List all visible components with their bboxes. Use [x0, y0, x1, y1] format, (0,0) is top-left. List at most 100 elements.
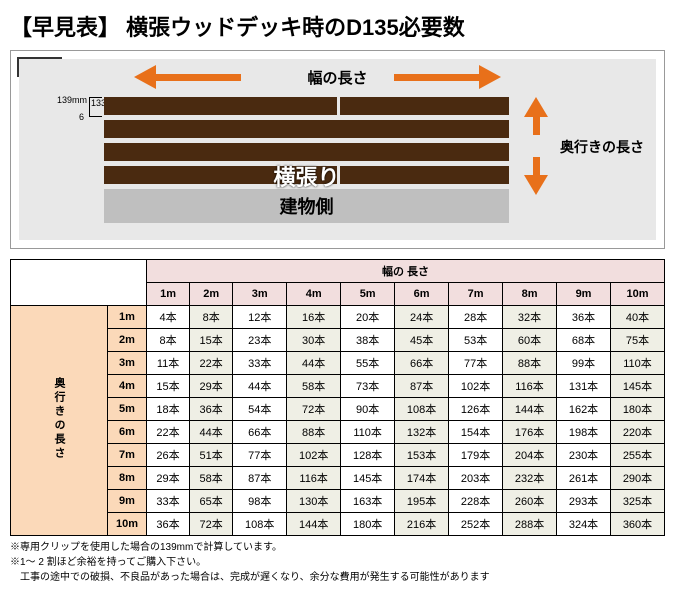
data-cell: 126本 — [449, 398, 503, 421]
data-cell: 73本 — [341, 375, 395, 398]
data-cell: 290本 — [611, 467, 665, 490]
data-cell: 58本 — [190, 467, 233, 490]
data-cell: 36本 — [147, 513, 190, 536]
data-cell: 28本 — [449, 306, 503, 329]
data-cell: 22本 — [147, 421, 190, 444]
data-cell: 102本 — [287, 444, 341, 467]
data-cell: 36本 — [557, 306, 611, 329]
data-cell: 55本 — [341, 352, 395, 375]
data-cell: 58本 — [287, 375, 341, 398]
data-cell: 110本 — [341, 421, 395, 444]
data-cell: 24本 — [395, 306, 449, 329]
data-cell: 8本 — [190, 306, 233, 329]
data-cell: 154本 — [449, 421, 503, 444]
data-cell: 195本 — [395, 490, 449, 513]
data-cell: 153本 — [395, 444, 449, 467]
data-cell: 108本 — [233, 513, 287, 536]
data-cell: 325本 — [611, 490, 665, 513]
data-cell: 220本 — [611, 421, 665, 444]
note-1: ※専用クリップを使用した場合の139mmで計算しています。 — [10, 540, 665, 555]
building-label: 建物側 — [104, 189, 509, 223]
row-header: 10m — [108, 513, 147, 536]
dim-6: 6 — [79, 112, 84, 122]
data-cell: 228本 — [449, 490, 503, 513]
data-cell: 176本 — [503, 421, 557, 444]
data-cell: 255本 — [611, 444, 665, 467]
note-2: ※1～ 2 割ほど余裕を持ってご購入下さい。 — [10, 555, 665, 570]
data-cell: 88本 — [503, 352, 557, 375]
data-cell: 36本 — [190, 398, 233, 421]
data-cell: 15本 — [190, 329, 233, 352]
data-cell: 232本 — [503, 467, 557, 490]
data-cell: 87本 — [233, 467, 287, 490]
data-cell: 32本 — [503, 306, 557, 329]
data-cell: 23本 — [233, 329, 287, 352]
data-cell: 29本 — [147, 467, 190, 490]
data-cell: 12本 — [233, 306, 287, 329]
data-cell: 11本 — [147, 352, 190, 375]
col-header: 7m — [449, 283, 503, 306]
data-cell: 20本 — [341, 306, 395, 329]
col-header: 3m — [233, 283, 287, 306]
row-header: 5m — [108, 398, 147, 421]
data-cell: 324本 — [557, 513, 611, 536]
data-cell: 174本 — [395, 467, 449, 490]
data-cell: 51本 — [190, 444, 233, 467]
data-cell: 30本 — [287, 329, 341, 352]
width-label: 幅の長さ — [307, 67, 367, 88]
data-cell: 53本 — [449, 329, 503, 352]
data-cell: 130本 — [287, 490, 341, 513]
col-header: 2m — [190, 283, 233, 306]
data-cell: 163本 — [341, 490, 395, 513]
depth-label: 奥行きの長さ — [560, 137, 644, 157]
depth-header: 奥行きの長さ — [11, 306, 108, 536]
data-cell: 44本 — [233, 375, 287, 398]
data-cell: 65本 — [190, 490, 233, 513]
data-cell: 98本 — [233, 490, 287, 513]
data-cell: 66本 — [395, 352, 449, 375]
data-cell: 22本 — [190, 352, 233, 375]
data-cell: 26本 — [147, 444, 190, 467]
data-cell: 54本 — [233, 398, 287, 421]
data-cell: 29本 — [190, 375, 233, 398]
data-cell: 180本 — [341, 513, 395, 536]
row-header: 6m — [108, 421, 147, 444]
board-layout: 横張り 建物側 — [104, 97, 509, 223]
data-cell: 162本 — [557, 398, 611, 421]
data-cell: 90本 — [341, 398, 395, 421]
data-cell: 144本 — [287, 513, 341, 536]
page-title: 【早見表】 横張ウッドデッキ時のD135必要数 — [10, 10, 665, 42]
col-header: 6m — [395, 283, 449, 306]
row-header: 8m — [108, 467, 147, 490]
data-cell: 60本 — [503, 329, 557, 352]
data-cell: 198本 — [557, 421, 611, 444]
corner-cell — [11, 260, 147, 306]
notes: ※専用クリップを使用した場合の139mmで計算しています。 ※1～ 2 割ほど余… — [10, 540, 665, 585]
col-header: 4m — [287, 283, 341, 306]
data-cell: 15本 — [147, 375, 190, 398]
data-cell: 38本 — [341, 329, 395, 352]
data-cell: 203本 — [449, 467, 503, 490]
data-cell: 145本 — [611, 375, 665, 398]
data-cell: 144本 — [503, 398, 557, 421]
dim-139: 139mm — [57, 95, 87, 105]
width-header: 幅の 長さ — [147, 260, 665, 283]
data-cell: 33本 — [147, 490, 190, 513]
data-cell: 16本 — [287, 306, 341, 329]
data-cell: 116本 — [503, 375, 557, 398]
row-header: 7m — [108, 444, 147, 467]
data-cell: 99本 — [557, 352, 611, 375]
row-header: 3m — [108, 352, 147, 375]
data-cell: 45本 — [395, 329, 449, 352]
data-cell: 110本 — [611, 352, 665, 375]
data-cell: 230本 — [557, 444, 611, 467]
row-header: 9m — [108, 490, 147, 513]
diagram-inner: 幅の長さ 奥行きの長さ 139mm 6 133 横張り 建物側 — [19, 59, 656, 240]
row-header: 2m — [108, 329, 147, 352]
arrow-left-icon — [134, 65, 241, 89]
data-cell: 216本 — [395, 513, 449, 536]
col-header: 8m — [503, 283, 557, 306]
data-cell: 180本 — [611, 398, 665, 421]
data-cell: 204本 — [503, 444, 557, 467]
data-cell: 293本 — [557, 490, 611, 513]
